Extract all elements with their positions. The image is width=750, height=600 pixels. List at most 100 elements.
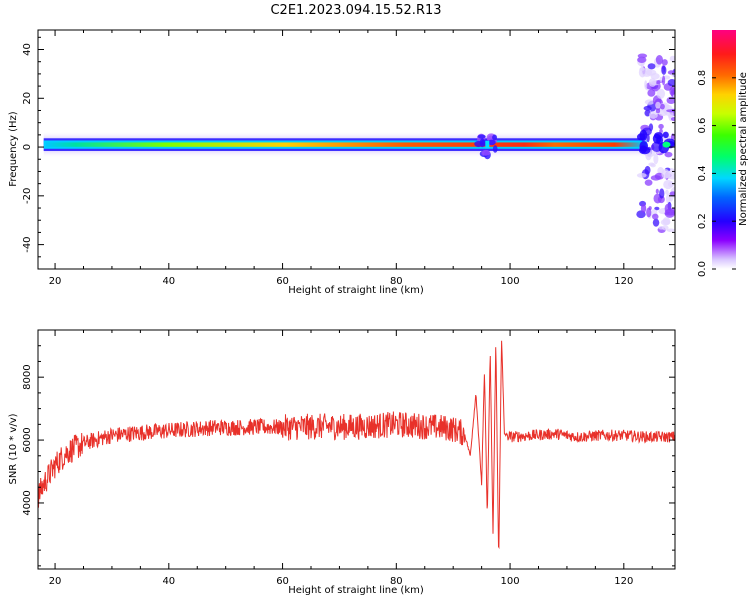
- scatter-blob: [658, 123, 664, 130]
- scatter-blob: [643, 105, 652, 111]
- scatter-blob: [654, 206, 660, 211]
- scatter-blob: [640, 203, 647, 213]
- scatter-blob: [666, 228, 675, 232]
- scatter-core-blob: [656, 135, 664, 145]
- scatter-blob: [646, 207, 652, 218]
- snr-y-tick-label: 6000: [22, 427, 33, 452]
- colorbar-tick-label: 0.0: [697, 261, 708, 277]
- disturbance-blob: [481, 149, 491, 156]
- scatter-blob: [648, 162, 655, 167]
- snr-x-tick-label: 100: [501, 576, 520, 587]
- scatter-blob: [659, 188, 665, 199]
- colorbar-tick-label: 0.2: [697, 213, 708, 229]
- scatter-blob: [669, 191, 675, 197]
- scatter-blob: [652, 218, 660, 227]
- colorbar: 0.0 0.2 0.4 0.6 0.8 Normalized spectral ampl…: [697, 30, 749, 277]
- snr-x-tick-label: 80: [390, 576, 403, 587]
- colorbar-tick-label: 0.8: [697, 70, 708, 86]
- scatter-blob: [652, 213, 659, 220]
- spectrogram-y-tick-label: 40: [22, 43, 33, 56]
- spectrogram-panel: 20 40 60 80 100 120 -40 -20 0 20 40 Height of stra…: [8, 29, 676, 296]
- snr-x-tick-label: 120: [614, 576, 633, 587]
- scatter-blob: [656, 80, 661, 85]
- scatter-core-blob: [662, 131, 669, 139]
- scatter-blob: [647, 63, 656, 70]
- spectrogram-x-tick-label: 80: [390, 276, 403, 287]
- scatter-blob: [644, 165, 651, 175]
- spectrogram-y-tick-label: 0: [22, 144, 33, 150]
- scatter-blob: [648, 111, 658, 119]
- scatter-blob: [637, 56, 647, 63]
- scatter-blob: [671, 89, 675, 95]
- scatter-blob: [644, 179, 653, 186]
- disturbance-blob: [479, 138, 485, 148]
- disturbance-blob: [477, 134, 486, 139]
- scatter-blob: [669, 55, 675, 62]
- scatter-blob: [664, 151, 673, 158]
- scatter-blob: [664, 208, 675, 218]
- disturbance-core: [485, 140, 490, 149]
- spectrogram-y-tick-label: -40: [22, 236, 33, 252]
- spectrogram-x-tick-label: 60: [276, 276, 289, 287]
- scatter-core-blob: [639, 129, 648, 142]
- spectrogram-y-tick-label: 20: [22, 92, 33, 105]
- disturbance-blob: [492, 134, 498, 141]
- snr-y-axis-label: SNR (10 * v/v): [8, 413, 19, 484]
- scatter-blob: [648, 123, 654, 132]
- spectrogram-x-axis-label: Height of straight line (km): [288, 285, 424, 296]
- scatter-blob: [662, 217, 671, 226]
- scatter-blob: [647, 89, 656, 97]
- spectrogram-x-tick-label: 40: [162, 276, 175, 287]
- spectrogram-x-tick-label: 20: [49, 276, 62, 287]
- snr-x-tick-label: 40: [162, 576, 175, 587]
- colorbar-tick-label: 0.4: [697, 165, 708, 181]
- scatter-blob: [655, 108, 661, 114]
- snr-panel: 20 40 60 80 100 120 4000 6000 8000 Height of str…: [8, 329, 676, 596]
- scatter-blob: [644, 99, 655, 105]
- scatter-blob: [664, 172, 671, 179]
- spectrogram-frame: [37, 29, 676, 270]
- scatter-blob: [653, 153, 659, 165]
- scatter-blob: [661, 75, 666, 86]
- scatter-blob: [660, 103, 665, 110]
- scatter-blob: [639, 67, 645, 72]
- snr-frame: [37, 329, 676, 570]
- scatter-blob: [661, 225, 669, 231]
- spectrogram-y-tick-label: -20: [22, 188, 33, 204]
- scatter-blob: [667, 79, 675, 87]
- scatter-hotspot: [662, 141, 671, 148]
- scatter-blob: [636, 173, 647, 178]
- spectrogram-x-tick-label: 120: [614, 276, 633, 287]
- snr-x-tick-label: 20: [49, 576, 62, 587]
- colorbar-gradient: [712, 30, 736, 269]
- colorbar-label: Normalized spectral amplitude: [738, 72, 749, 226]
- disturbance-blob: [492, 145, 498, 153]
- scatter-blob: [663, 109, 667, 114]
- scatter-blob: [655, 188, 659, 194]
- colorbar-tick-label: 0.6: [697, 118, 708, 134]
- snr-series-line: [38, 340, 675, 550]
- spectrogram-y-axis-label: Frequency (Hz): [8, 111, 19, 187]
- scatter-blob: [656, 88, 666, 99]
- scatter-core-blob: [638, 146, 651, 155]
- scatter-blob: [655, 101, 661, 109]
- scatter-blob: [650, 175, 662, 181]
- scatter-blob: [661, 65, 667, 75]
- scatter-blob: [655, 55, 663, 65]
- band-core: [45, 142, 645, 147]
- scatter-blob: [644, 80, 648, 90]
- scatter-blob: [665, 189, 669, 195]
- scatter-blob: [670, 117, 675, 122]
- scatter-blob: [648, 78, 657, 87]
- snr-x-tick-label: 60: [276, 576, 289, 587]
- snr-x-axis-label: Height of straight line (km): [288, 585, 424, 596]
- scatter-blob: [661, 59, 668, 66]
- snr-y-tick-label: 4000: [22, 490, 33, 515]
- snr-y-tick-label: 8000: [22, 364, 33, 389]
- scatter-blob: [659, 76, 663, 82]
- figure-title: C2E1.2023.094.15.52.R13: [270, 3, 441, 18]
- spectrogram-x-tick-label: 100: [501, 276, 520, 287]
- scatter-blob: [650, 73, 660, 80]
- scatter-blob: [663, 179, 674, 190]
